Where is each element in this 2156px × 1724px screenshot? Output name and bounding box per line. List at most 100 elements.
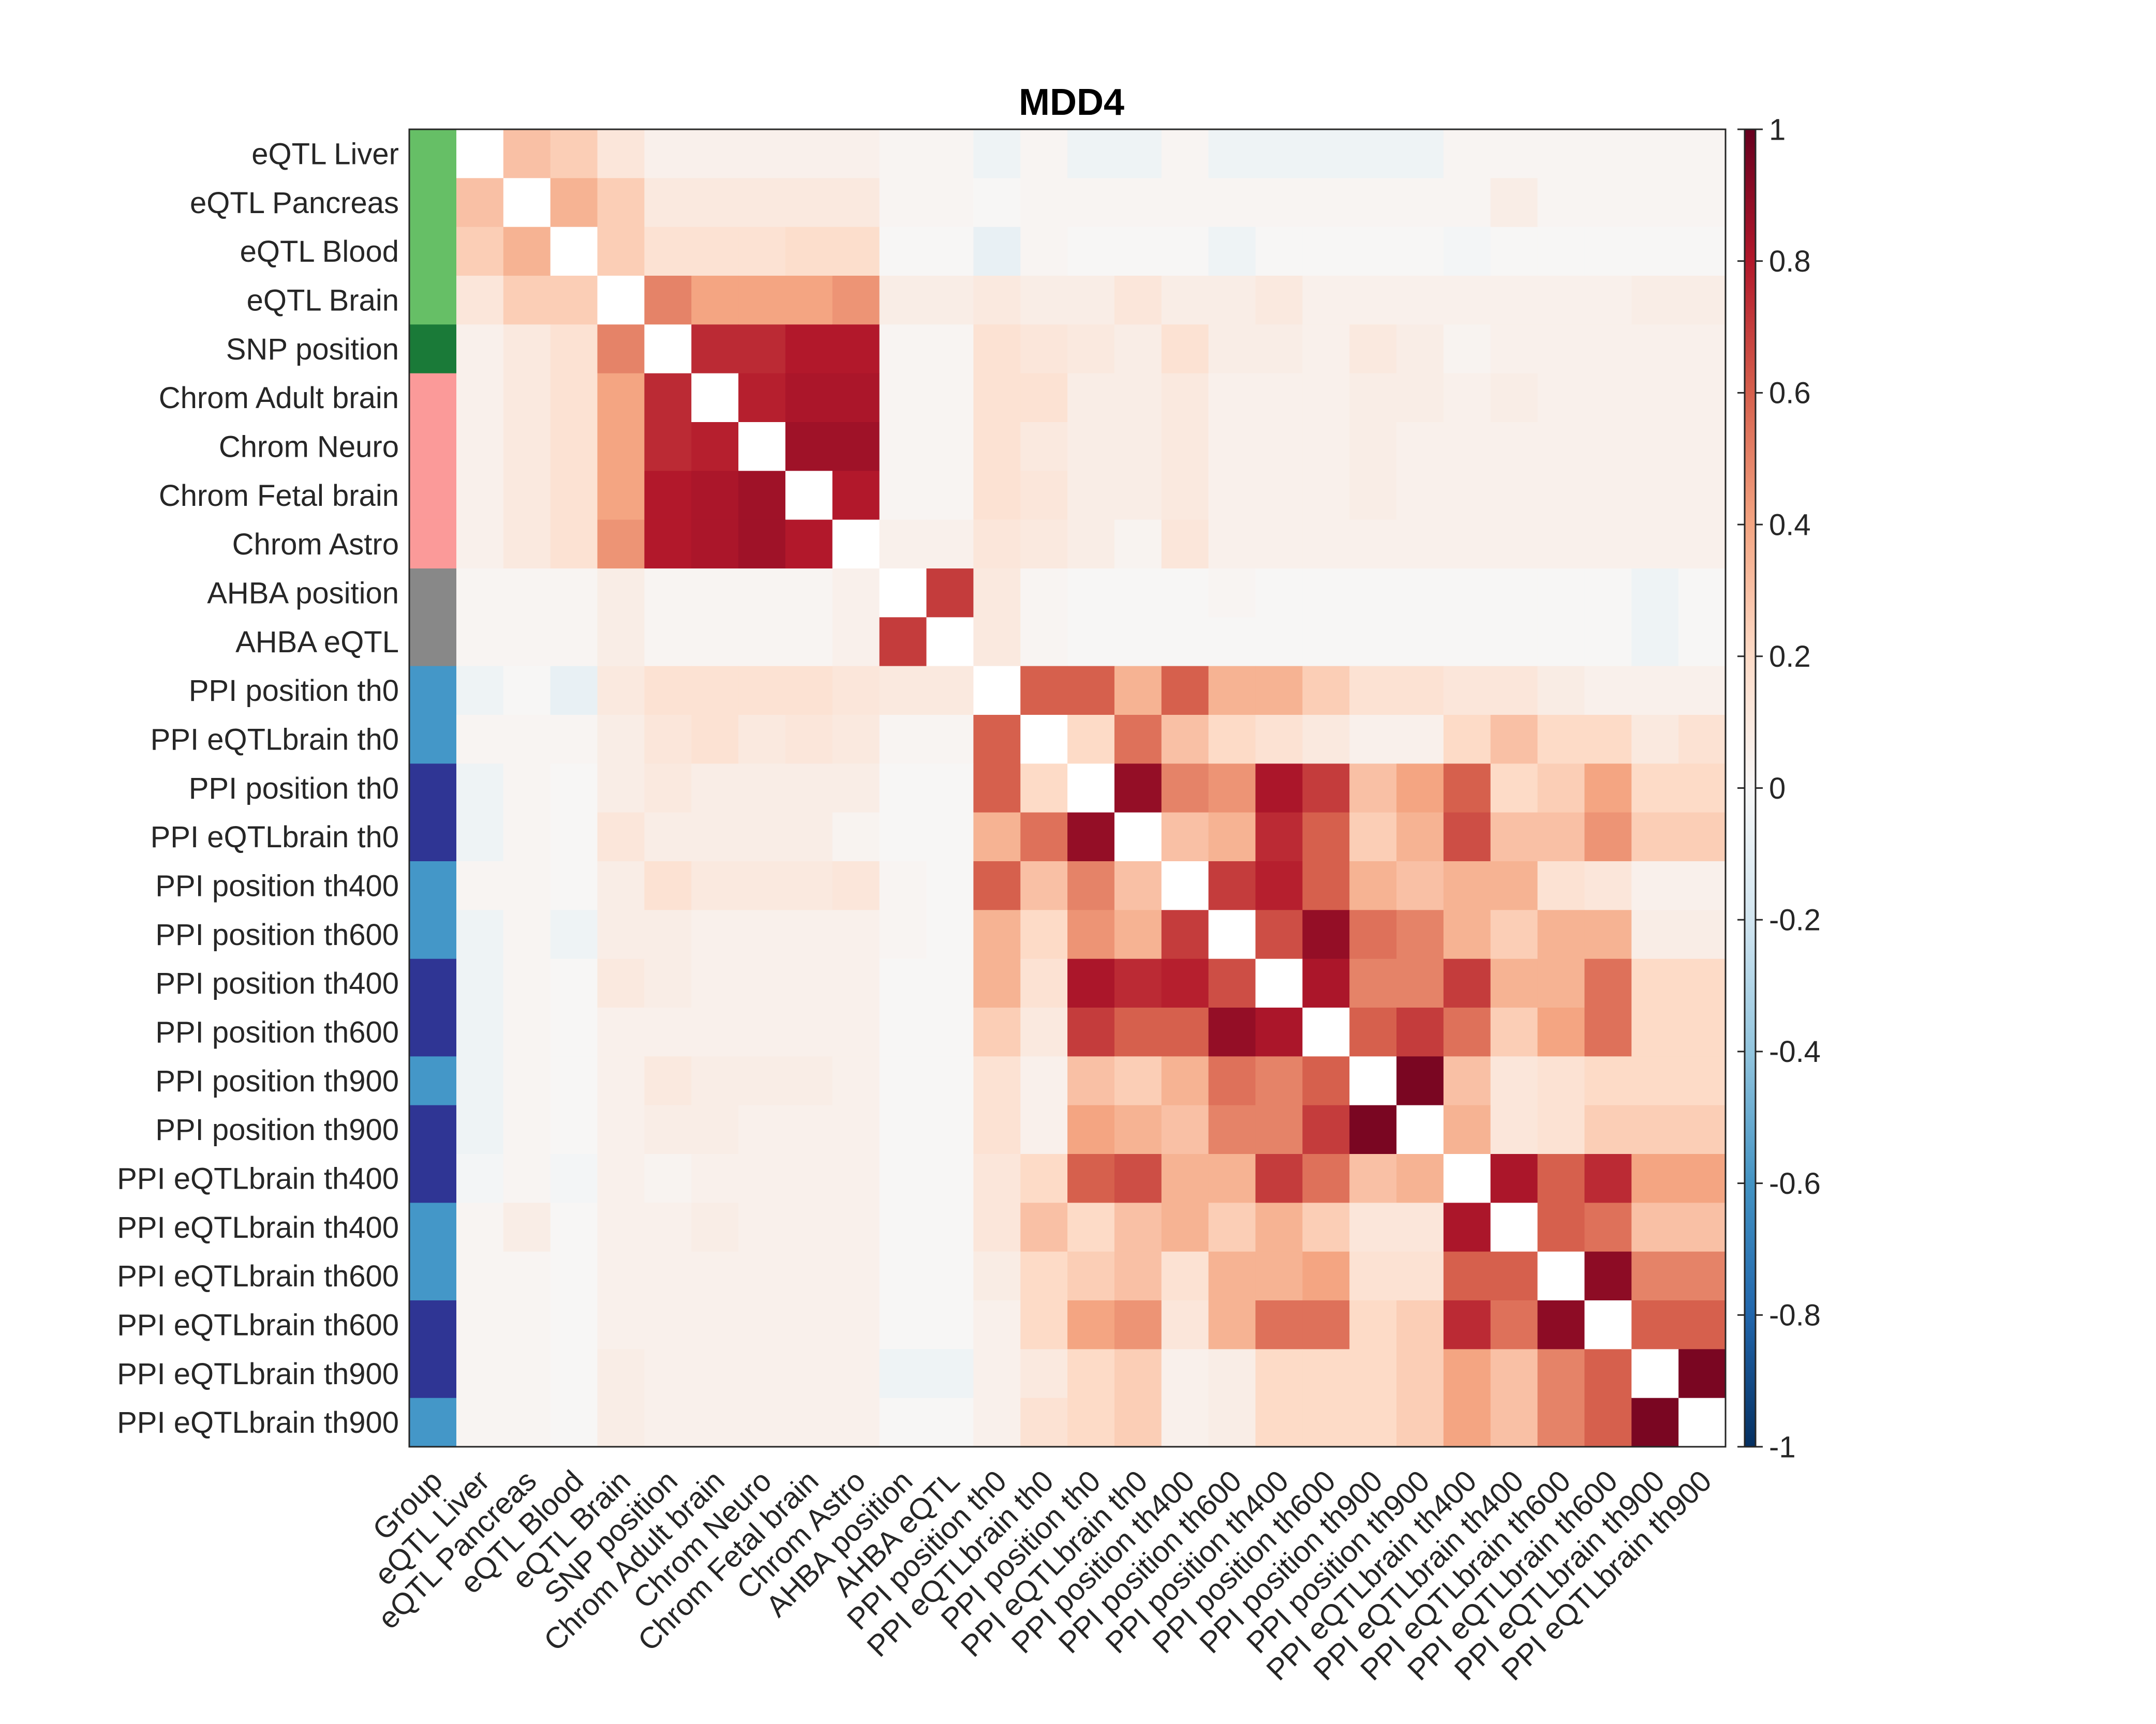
heatmap-cell bbox=[1584, 422, 1632, 471]
heatmap-cell bbox=[1584, 1008, 1632, 1057]
heatmap-cell bbox=[1067, 812, 1115, 862]
heatmap-cell bbox=[1584, 617, 1632, 667]
heatmap-cell bbox=[1020, 178, 1068, 228]
heatmap-cell bbox=[1114, 422, 1162, 471]
heatmap-cell bbox=[1114, 910, 1162, 960]
heatmap-cell bbox=[1584, 812, 1632, 862]
heatmap-cell bbox=[1161, 910, 1209, 960]
heatmap-cell bbox=[1678, 617, 1726, 667]
heatmap-cell bbox=[550, 1008, 598, 1057]
heatmap-cell bbox=[1537, 812, 1585, 862]
heatmap-cell bbox=[1208, 1300, 1256, 1350]
heatmap-cell bbox=[1020, 129, 1068, 178]
heatmap-cell bbox=[1678, 129, 1726, 178]
heatmap-cell bbox=[1443, 1398, 1491, 1447]
heatmap-cell bbox=[644, 276, 692, 325]
heatmap-cell bbox=[926, 1105, 974, 1155]
heatmap-cell bbox=[1020, 324, 1068, 374]
heatmap-cell bbox=[832, 1008, 880, 1057]
y-tick-label: PPI eQTLbrain th600 bbox=[117, 1308, 399, 1342]
heatmap-cell bbox=[1631, 910, 1679, 960]
heatmap-cell bbox=[1349, 763, 1397, 813]
heatmap-cell bbox=[832, 324, 880, 374]
heatmap-cell bbox=[550, 1300, 598, 1350]
heatmap-cell bbox=[503, 715, 551, 764]
y-tick-label: Chrom Neuro bbox=[219, 430, 399, 463]
group-cell bbox=[409, 519, 456, 569]
heatmap-cell bbox=[1114, 519, 1162, 569]
heatmap-cell bbox=[1114, 1154, 1162, 1203]
heatmap-cell bbox=[456, 861, 504, 910]
heatmap-cell bbox=[973, 373, 1021, 423]
heatmap-cell bbox=[1490, 1349, 1538, 1399]
heatmap-cell bbox=[503, 178, 551, 228]
group-cell bbox=[409, 129, 456, 178]
heatmap-cell bbox=[738, 1105, 786, 1155]
heatmap-cell bbox=[1255, 763, 1303, 813]
heatmap-cell bbox=[1020, 1349, 1068, 1399]
heatmap-cell bbox=[456, 1203, 504, 1252]
heatmap-cell bbox=[926, 861, 974, 910]
heatmap-cell bbox=[456, 1300, 504, 1350]
heatmap-cell bbox=[1396, 324, 1444, 374]
heatmap-cell bbox=[644, 568, 692, 618]
heatmap-cell bbox=[1349, 1056, 1397, 1106]
heatmap-cell bbox=[644, 1300, 692, 1350]
heatmap-cell bbox=[879, 276, 927, 325]
heatmap-cell bbox=[926, 910, 974, 960]
heatmap-cell bbox=[1161, 958, 1209, 1008]
heatmap-cell bbox=[456, 568, 504, 618]
group-cell bbox=[409, 910, 456, 960]
heatmap-cell bbox=[644, 715, 692, 764]
heatmap-cell bbox=[973, 958, 1021, 1008]
heatmap-cell bbox=[926, 519, 974, 569]
heatmap-cell bbox=[1537, 227, 1585, 276]
heatmap-cell bbox=[550, 1251, 598, 1301]
heatmap-cells bbox=[456, 129, 1726, 1447]
heatmap-cell bbox=[1161, 178, 1209, 228]
heatmap-cell bbox=[1631, 1251, 1679, 1301]
heatmap-cell bbox=[879, 958, 927, 1008]
y-tick-label: SNP position bbox=[226, 333, 399, 366]
group-cell bbox=[409, 617, 456, 667]
heatmap-cell bbox=[1302, 666, 1350, 715]
heatmap-cell bbox=[1490, 178, 1538, 228]
heatmap-cell bbox=[1443, 763, 1491, 813]
heatmap-cell bbox=[503, 910, 551, 960]
heatmap-cell bbox=[785, 1008, 833, 1057]
group-cell bbox=[409, 958, 456, 1008]
heatmap-cell bbox=[879, 1203, 927, 1252]
heatmap-cell bbox=[973, 227, 1021, 276]
heatmap-cell bbox=[1396, 861, 1444, 910]
heatmap-cell bbox=[1302, 324, 1350, 374]
heatmap-cell bbox=[1631, 617, 1679, 667]
heatmap-cell bbox=[597, 178, 645, 228]
heatmap-cell bbox=[1255, 568, 1303, 618]
heatmap-cell bbox=[879, 763, 927, 813]
heatmap-cell bbox=[1020, 1300, 1068, 1350]
heatmap-cell bbox=[1302, 910, 1350, 960]
y-tick-label: PPI position th400 bbox=[155, 869, 399, 903]
heatmap-cell bbox=[1208, 910, 1256, 960]
y-tick-label: eQTL Brain bbox=[247, 283, 399, 317]
heatmap-cell bbox=[1396, 1251, 1444, 1301]
heatmap-cell bbox=[1302, 861, 1350, 910]
y-tick-label: PPI eQTLbrain th600 bbox=[117, 1260, 399, 1293]
heatmap-cell bbox=[785, 373, 833, 423]
heatmap-cell bbox=[1067, 1056, 1115, 1106]
heatmap-cell bbox=[1020, 958, 1068, 1008]
heatmap-cell bbox=[1067, 471, 1115, 520]
heatmap-cell bbox=[550, 373, 598, 423]
heatmap-cell bbox=[973, 1398, 1021, 1447]
heatmap-cell bbox=[691, 715, 739, 764]
heatmap-cell bbox=[1114, 812, 1162, 862]
heatmap-cell bbox=[1537, 1203, 1585, 1252]
heatmap-cell bbox=[597, 617, 645, 667]
heatmap-cell bbox=[1631, 812, 1679, 862]
heatmap-cell bbox=[1302, 1203, 1350, 1252]
heatmap-cell bbox=[1255, 1398, 1303, 1447]
heatmap-cell bbox=[785, 910, 833, 960]
group-cell bbox=[409, 812, 456, 862]
heatmap-cell bbox=[738, 373, 786, 423]
heatmap-cell bbox=[926, 958, 974, 1008]
